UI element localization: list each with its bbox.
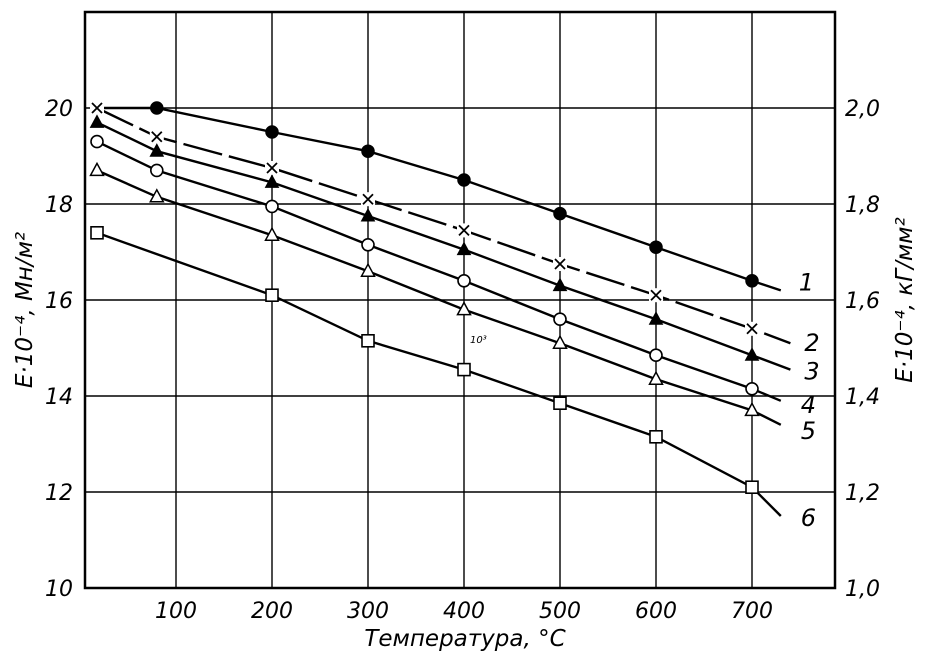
marker-open-square xyxy=(553,396,567,411)
marker-open-circle xyxy=(361,238,375,252)
marker-filled-triangle xyxy=(744,347,760,361)
marker-filled-circle xyxy=(361,144,375,158)
marker-cross-b xyxy=(91,102,103,114)
marker-filled-circle xyxy=(649,240,663,254)
marker-open-circle xyxy=(457,273,471,288)
marker-filled-circle xyxy=(150,101,164,115)
grid xyxy=(85,12,835,588)
marker-open-square xyxy=(265,288,279,303)
marker-filled-triangle xyxy=(89,114,105,128)
y-right-tick-label: 1,8 xyxy=(845,193,880,218)
marker-open-circle xyxy=(553,312,567,327)
y-right-tick-label: 2,0 xyxy=(845,97,880,122)
marker-open-circle xyxy=(90,134,104,149)
series-5: 5 xyxy=(89,161,816,445)
series-4: 4 xyxy=(90,134,816,419)
marker-open-triangle xyxy=(360,262,376,277)
marker-open-square xyxy=(90,226,104,240)
marker-open-square xyxy=(649,429,663,444)
marker-filled-triangle xyxy=(360,207,376,222)
marker-filled-triangle xyxy=(149,143,165,157)
marker-open-triangle xyxy=(149,188,165,203)
x-tick-label: 200 xyxy=(251,599,293,624)
plot-frame xyxy=(83,10,837,590)
marker-filled-triangle xyxy=(552,277,568,292)
x-tick-label: 700 xyxy=(731,599,773,624)
marker-filled-circle xyxy=(553,206,567,221)
marker-filled-circle xyxy=(457,173,471,187)
marker-open-circle xyxy=(745,381,759,396)
y-axis-title-right: E·10⁻⁴, кГ/мм² xyxy=(892,217,918,382)
y-tick-label: 16 xyxy=(45,289,73,314)
x-tick-label: 500 xyxy=(539,599,581,624)
annotation-small: 10³ xyxy=(470,335,487,346)
x-tick-label: 600 xyxy=(635,599,677,624)
marker-open-circle xyxy=(150,163,164,178)
marker-open-triangle xyxy=(89,161,105,177)
y-tick-label: 12 xyxy=(45,481,73,506)
series-label: 1 xyxy=(799,268,814,296)
y-tick-label: 20 xyxy=(45,97,73,122)
marker-cross-b xyxy=(458,224,470,237)
series-label: 6 xyxy=(801,504,816,532)
marker-open-triangle xyxy=(456,301,472,316)
series-line xyxy=(96,121,791,371)
marker-cross-b xyxy=(746,323,758,335)
series-1: 1 xyxy=(90,101,814,296)
x-tick-label: 400 xyxy=(443,599,485,624)
marker-cross-b xyxy=(554,258,566,270)
y-tick-label: 14 xyxy=(45,385,73,410)
marker-open-triangle xyxy=(552,334,568,349)
marker-open-triangle xyxy=(648,370,664,385)
series-3: 3 xyxy=(89,114,820,386)
series-2: 2 xyxy=(90,101,820,357)
marker-filled-triangle xyxy=(456,241,472,256)
series-label: 2 xyxy=(804,329,819,357)
y-right-tick-label: 1,2 xyxy=(845,481,880,506)
marker-filled-circle xyxy=(265,125,279,139)
series-label: 3 xyxy=(804,358,819,386)
series-layer: 1 23 45 6 xyxy=(89,101,820,532)
series-line xyxy=(96,231,782,517)
marker-open-triangle xyxy=(744,401,760,417)
x-tick-label: 100 xyxy=(155,599,197,624)
tick-labels: 100 200 300 400 500 600 7001012141618201,01,21… xyxy=(45,97,880,624)
y-right-tick-label: 1,0 xyxy=(845,577,880,602)
marker-cross-b xyxy=(151,131,163,143)
series-line xyxy=(96,106,791,345)
marker-open-square xyxy=(361,333,375,348)
marker-cross-b xyxy=(650,289,662,301)
marker-filled-circle xyxy=(745,274,759,288)
marker-filled-triangle xyxy=(264,174,280,188)
marker-cross-b xyxy=(362,193,374,205)
y-tick-label: 18 xyxy=(45,193,73,218)
marker-open-triangle xyxy=(264,226,280,241)
marker-open-square xyxy=(457,362,471,377)
series-label: 4 xyxy=(801,391,816,419)
series-line xyxy=(97,106,782,292)
marker-filled-triangle xyxy=(648,311,664,325)
marker-open-circle xyxy=(265,199,279,214)
x-axis-title: Температура, °C xyxy=(364,626,565,652)
marker-open-square xyxy=(745,480,759,495)
series-line xyxy=(96,169,782,426)
x-tick-label: 300 xyxy=(347,599,389,624)
y-right-tick-label: 1,6 xyxy=(845,289,880,314)
series-label: 5 xyxy=(801,417,816,445)
y-axis-title-left: E·10⁻⁴, Мн/м² xyxy=(12,232,38,388)
y-tick-label: 10 xyxy=(45,577,73,602)
marker-open-circle xyxy=(649,348,663,363)
y-right-tick-label: 1,4 xyxy=(845,385,880,410)
series-6: 6 xyxy=(90,226,816,532)
marker-cross-b xyxy=(266,162,278,174)
